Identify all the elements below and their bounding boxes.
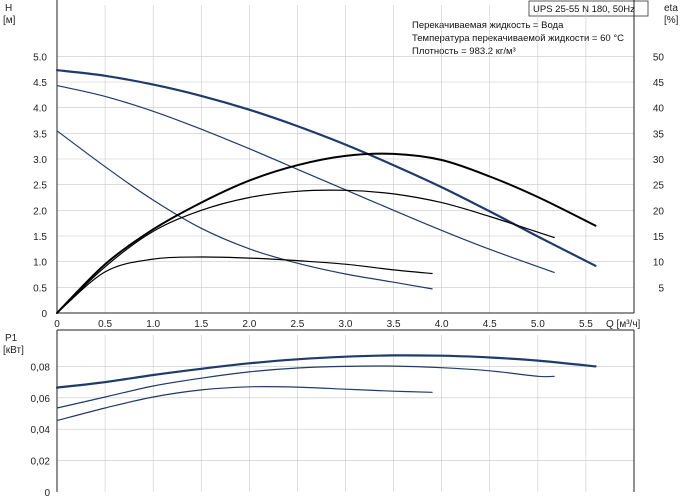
efficiency-curve-3 [56,256,433,314]
top-y2-tick-label: 10 [653,258,665,269]
bottom-y-tick-label: 0,02 [31,457,51,468]
top-y2-tick-label: 50 [653,52,665,63]
top-y-tick-label: 5.0 [33,52,47,63]
top-y-tick-label: 4.0 [33,104,47,115]
bottom-y-tick-label: 0,06 [31,394,51,405]
bottom-y-tick-label: 0,08 [31,362,51,373]
x-tick-label: 4.0 [435,319,449,330]
top-y-tick-label: 1.0 [33,258,47,269]
chart-title-box [528,0,649,17]
top-y2-tick-label: 20 [653,206,665,217]
top-y-axis-unit: [м] [3,15,16,26]
x-tick-label: 0 [54,319,60,330]
top-y2-tick-label: 35 [653,129,665,140]
top-y2-tick-label: 25 [653,181,665,192]
x-tick-label: 0.5 [98,319,112,330]
x-tick-label: 1.5 [194,319,208,330]
top-y-tick-label: 0 [41,309,47,320]
x-tick-label: 5.0 [531,319,545,330]
top-y2-axis-unit: [%] [664,15,679,26]
top-y2-tick-label: 40 [653,104,665,115]
top-y-tick-label: 0.5 [33,283,47,294]
power-curve-2 [56,365,555,409]
bottom-y-axis-unit: [кВт] [3,345,24,356]
x-tick-label: 1.0 [146,319,160,330]
power-curve-1 [55,354,597,389]
chart-title: UPS 25-55 N 180, 50Hz [533,4,635,15]
x-tick-label: 2.5 [290,319,304,330]
top-y-tick-label: 3.0 [33,155,47,166]
head-curve-1 [55,69,597,267]
power-curve-3 [56,385,433,422]
top-y-tick-label: 1.5 [33,232,47,243]
efficiency-curve-1 [56,152,597,314]
bottom-y-axis-label: P1 [5,333,18,344]
x-tick-label: 5.5 [579,319,593,330]
top-y-tick-label: 2.0 [33,206,47,217]
x-tick-label: 3.5 [387,319,401,330]
top-y2-tick-label: 30 [653,155,665,166]
top-y-tick-label: 3.5 [33,129,47,140]
top-y2-tick-label: 15 [653,232,665,243]
x-axis-label: Q [м³/ч] [606,319,641,330]
top-y-axis-label: H [5,3,12,14]
top-y-tick-label: 4.5 [33,78,47,89]
annotation-liquid: Перекачиваемая жидкость = Вода [412,20,564,31]
efficiency-curve-2 [56,189,555,314]
top-y2-tick-label: 45 [653,78,665,89]
top-y2-axis-label: eta [664,3,678,14]
bottom-y-tick-label: 0,04 [31,425,51,436]
x-tick-label: 2.0 [242,319,256,330]
annotation-density: Плотность = 983.2 кг/м³ [412,46,516,57]
top-y-tick-label: 2.5 [33,181,47,192]
bottom-y-tick-label: 0 [44,488,50,499]
head-curve-3 [56,130,433,290]
annotation-temperature: Температура перекачиваемой жидкости = 60… [412,33,624,44]
top-y2-tick-label: 5 [658,283,664,294]
x-tick-label: 3.0 [339,319,353,330]
head-curve-2 [56,85,555,273]
x-tick-label: 4.5 [483,319,497,330]
